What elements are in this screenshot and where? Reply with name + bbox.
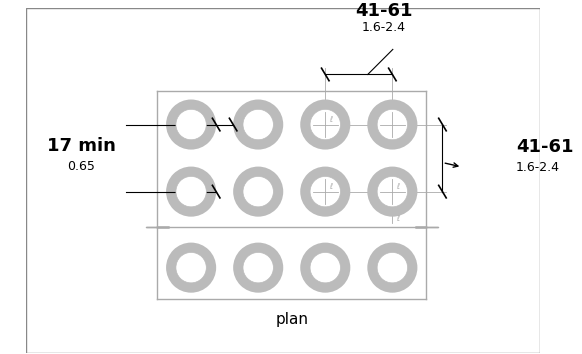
Circle shape	[176, 252, 207, 283]
Circle shape	[377, 252, 407, 283]
Circle shape	[367, 167, 417, 217]
Circle shape	[367, 99, 417, 150]
Circle shape	[176, 176, 207, 207]
Circle shape	[243, 252, 274, 283]
Circle shape	[300, 99, 350, 150]
Circle shape	[377, 109, 407, 140]
Circle shape	[243, 109, 274, 140]
Text: plan: plan	[275, 312, 308, 327]
Text: 17 min: 17 min	[47, 137, 116, 155]
Text: $\ell$: $\ell$	[329, 114, 333, 124]
Circle shape	[310, 176, 340, 207]
Circle shape	[300, 167, 350, 217]
Circle shape	[243, 176, 274, 207]
Circle shape	[310, 252, 340, 283]
Text: $\ell$: $\ell$	[329, 181, 333, 191]
Text: 1.6-2.4: 1.6-2.4	[362, 21, 406, 34]
Circle shape	[310, 109, 340, 140]
Text: 0.65: 0.65	[67, 160, 95, 173]
Circle shape	[233, 99, 283, 150]
Circle shape	[300, 242, 350, 293]
Circle shape	[377, 176, 407, 207]
Text: 41-61: 41-61	[516, 138, 573, 156]
Text: 1.6-2.4: 1.6-2.4	[516, 160, 560, 173]
Text: $\ell$: $\ell$	[396, 181, 401, 191]
Circle shape	[233, 167, 283, 217]
Text: 41-61: 41-61	[355, 2, 413, 20]
Circle shape	[166, 167, 216, 217]
Text: $\ell$: $\ell$	[396, 213, 401, 223]
Circle shape	[166, 99, 216, 150]
Circle shape	[233, 242, 283, 293]
Circle shape	[176, 109, 207, 140]
Circle shape	[367, 242, 417, 293]
Circle shape	[166, 242, 216, 293]
